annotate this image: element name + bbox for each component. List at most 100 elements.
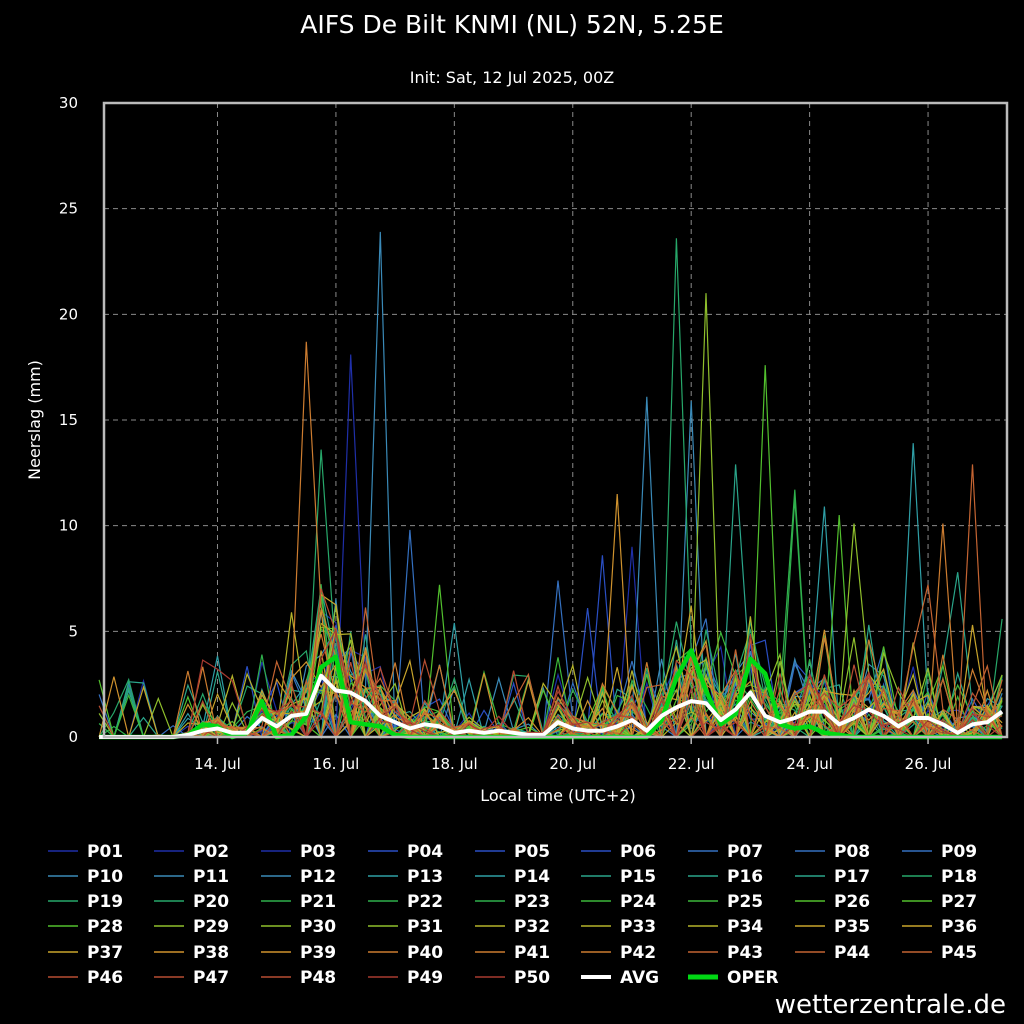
legend-label: P25 <box>727 892 763 912</box>
gridlines <box>104 103 1007 737</box>
legend-item-p44: P44 <box>795 943 870 963</box>
legend-item-p11: P11 <box>154 867 229 887</box>
legend-label: P16 <box>727 867 763 887</box>
legend-label: P32 <box>514 917 550 937</box>
legend-item-p28: P28 <box>48 917 123 937</box>
legend-label: P04 <box>407 842 443 862</box>
legend-item-p27: P27 <box>902 892 977 912</box>
legend-item-p42: P42 <box>581 943 656 963</box>
legend-item-p06: P06 <box>581 842 656 862</box>
legend-label: P47 <box>193 968 229 988</box>
series-line-p21 <box>98 498 1003 738</box>
legend-label: P37 <box>87 943 123 963</box>
legend-label: P31 <box>407 917 443 937</box>
legend-label: P12 <box>300 867 336 887</box>
legend-item-p03: P03 <box>261 842 336 862</box>
legend-item-p25: P25 <box>688 892 763 912</box>
legend-label: P49 <box>407 968 443 988</box>
y-tick-label: 10 <box>59 517 78 535</box>
x-axis-label: Local time (UTC+2) <box>480 786 636 805</box>
legend-item-p23: P23 <box>475 892 550 912</box>
legend-item-avg: AVG <box>581 968 659 988</box>
legend-item-p35: P35 <box>795 917 870 937</box>
legend-item-p41: P41 <box>475 943 550 963</box>
y-tick-label: 25 <box>59 200 78 218</box>
legend-label: P26 <box>834 892 870 912</box>
legend-item-p22: P22 <box>368 892 443 912</box>
legend-label: OPER <box>727 968 779 988</box>
chart-subtitle: Init: Sat, 12 Jul 2025, 00Z <box>410 68 615 87</box>
legend-label: P11 <box>193 867 229 887</box>
legend-item-p37: P37 <box>48 943 123 963</box>
legend-item-p38: P38 <box>154 943 229 963</box>
legend-item-p08: P08 <box>795 842 870 862</box>
legend-item-p13: P13 <box>368 867 443 887</box>
legend-label: P19 <box>87 892 123 912</box>
legend-label: P01 <box>87 842 123 862</box>
legend-item-p16: P16 <box>688 867 763 887</box>
legend-label: P09 <box>941 842 977 862</box>
legend-label: P40 <box>407 943 443 963</box>
y-tick-label: 15 <box>59 411 78 429</box>
legend-item-p29: P29 <box>154 917 229 937</box>
legend-label: P33 <box>620 917 656 937</box>
legend-item-p04: P04 <box>368 842 443 862</box>
legend-item-p18: P18 <box>902 867 977 887</box>
legend-label: P39 <box>300 943 336 963</box>
legend-item-p46: P46 <box>48 968 123 988</box>
series-line-avg <box>99 673 1004 739</box>
legend-label: P10 <box>87 867 123 887</box>
legend-item-p15: P15 <box>581 867 656 887</box>
legend-item-p30: P30 <box>261 917 336 937</box>
plot-frame <box>102 101 1009 739</box>
legend-label: P22 <box>407 892 443 912</box>
y-axis-ticks: 0 5 10 15 20 25 30 <box>59 94 78 746</box>
legend-label: AVG <box>620 968 659 988</box>
legend-label: P41 <box>514 943 550 963</box>
legend-label: P13 <box>407 867 443 887</box>
legend-label: P42 <box>620 943 656 963</box>
legend-label: P15 <box>620 867 656 887</box>
x-tick-label: 14. Jul <box>194 755 241 773</box>
legend-label: P46 <box>87 968 123 988</box>
legend-item-p02: P02 <box>154 842 229 862</box>
x-tick-label: 24. Jul <box>786 755 833 773</box>
legend-item-p12: P12 <box>261 867 336 887</box>
legend-item-p17: P17 <box>795 867 870 887</box>
legend-item-p49: P49 <box>368 968 443 988</box>
x-tick-label: 20. Jul <box>549 755 596 773</box>
legend-item-p45: P45 <box>902 943 977 963</box>
legend-label: P20 <box>193 892 229 912</box>
x-tick-label: 26. Jul <box>905 755 952 773</box>
legend-label: P27 <box>941 892 977 912</box>
legend-label: P05 <box>514 842 550 862</box>
legend-item-p09: P09 <box>902 842 977 862</box>
legend-label: P48 <box>300 968 336 988</box>
legend-label: P38 <box>193 943 229 963</box>
y-axis-label: Neerslag (mm) <box>25 360 44 480</box>
legend-item-p36: P36 <box>902 917 977 937</box>
legend-item-p47: P47 <box>154 968 229 988</box>
legend-item-oper: OPER <box>688 968 779 988</box>
legend-item-p32: P32 <box>475 917 550 937</box>
y-tick-label: 30 <box>59 94 78 112</box>
legend: P01 P02 P03 P04 P05 P06 P07 P08 P09 P10 P11 P12 P13 P… <box>48 842 977 988</box>
legend-item-p14: P14 <box>475 867 550 887</box>
legend-label: P35 <box>834 917 870 937</box>
legend-item-p19: P19 <box>48 892 123 912</box>
legend-label: P43 <box>727 943 763 963</box>
legend-item-p48: P48 <box>261 968 336 988</box>
source-credit: wetterzentrale.de <box>775 990 1006 1020</box>
x-tick-label: 18. Jul <box>431 755 478 773</box>
legend-item-p26: P26 <box>795 892 870 912</box>
legend-item-p07: P07 <box>688 842 763 862</box>
legend-label: P23 <box>514 892 550 912</box>
legend-label: P21 <box>300 892 336 912</box>
x-tick-label: 22. Jul <box>668 755 715 773</box>
legend-label: P14 <box>514 867 550 887</box>
legend-label: P29 <box>193 917 229 937</box>
y-tick-label: 20 <box>59 305 78 323</box>
legend-label: P30 <box>300 917 336 937</box>
legend-item-p21: P21 <box>261 892 336 912</box>
